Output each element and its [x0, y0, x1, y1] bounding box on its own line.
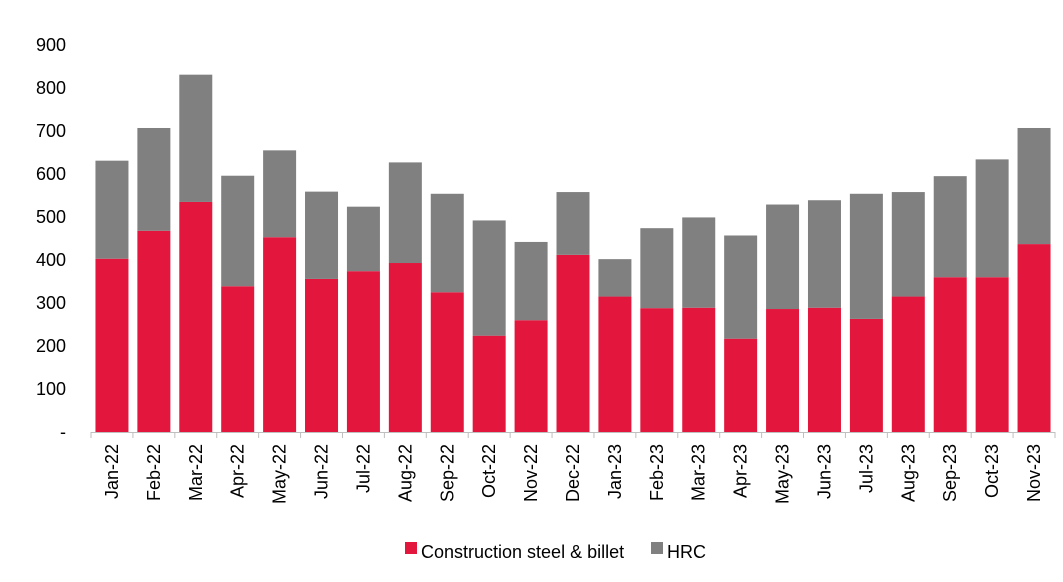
x-tick-label: Mar-23 — [689, 444, 709, 501]
legend-label-hrc: HRC — [667, 542, 706, 562]
x-tick-label: Feb-22 — [144, 444, 164, 501]
x-tick-label: Dec-22 — [563, 444, 583, 502]
legend-swatch-construction-steel — [405, 542, 417, 554]
bar-hrc — [849, 193, 883, 319]
bar-construction-steel — [975, 277, 1009, 432]
x-tick-label: Sep-22 — [437, 444, 457, 502]
x-tick-label: Feb-23 — [647, 444, 667, 501]
bar-construction-steel — [305, 278, 339, 432]
bar-construction-steel — [1017, 244, 1051, 432]
y-tick-label: 900 — [36, 35, 66, 55]
y-tick-label: 700 — [36, 121, 66, 141]
bar-hrc — [598, 259, 632, 297]
x-tick-label: Oct-23 — [982, 444, 1002, 498]
x-tick-label: Jul-22 — [353, 444, 373, 493]
bar-hrc — [221, 175, 255, 287]
bar-hrc — [556, 192, 590, 255]
y-axis-tick-labels: - 100 200 300 400 500 600 700 800 900 — [36, 35, 66, 442]
x-tick-label: Aug-22 — [395, 444, 415, 502]
bar-construction-steel — [95, 258, 129, 432]
bar-hrc — [388, 162, 422, 264]
bar-construction-steel — [514, 320, 548, 432]
bar-construction-steel — [346, 271, 380, 432]
bar-construction-steel — [472, 335, 506, 432]
x-tick-label: Mar-22 — [186, 444, 206, 501]
x-tick-label: Apr-23 — [731, 444, 751, 498]
bar-construction-steel — [263, 237, 297, 432]
x-tick-label: Aug-23 — [898, 444, 918, 502]
bar-construction-steel — [682, 307, 716, 432]
bar-hrc — [430, 193, 464, 293]
bar-hrc — [891, 192, 925, 297]
bar-construction-steel — [598, 296, 632, 432]
bar-hrc — [682, 217, 716, 308]
y-tick-label: 600 — [36, 164, 66, 184]
legend: Construction steel & billet HRC — [405, 542, 706, 562]
x-tick-label: May-22 — [270, 444, 290, 504]
x-tick-label: Jun-23 — [814, 444, 834, 499]
bars-group — [95, 74, 1051, 432]
y-tick-label: 500 — [36, 207, 66, 227]
x-tick-label: Jul-23 — [856, 444, 876, 493]
bar-construction-steel — [221, 286, 255, 432]
y-tick-label: 100 — [36, 379, 66, 399]
bar-construction-steel — [724, 338, 758, 432]
y-tick-label: - — [60, 422, 66, 442]
bar-construction-steel — [179, 201, 213, 432]
x-tick-label: Jun-22 — [312, 444, 332, 499]
y-tick-label: 300 — [36, 293, 66, 313]
bar-hrc — [137, 127, 171, 231]
bar-hrc — [263, 150, 297, 238]
x-axis-tick-labels: Jan-22 Feb-22 Mar-22 Apr-22 May-22 Jun-22 Jul-… — [102, 444, 1044, 504]
x-tick-label: Apr-22 — [228, 444, 248, 498]
bar-hrc — [766, 204, 800, 310]
x-tick-label: Nov-22 — [521, 444, 541, 502]
bar-hrc — [975, 159, 1009, 278]
bar-construction-steel — [137, 230, 171, 432]
x-tick-label: Nov-23 — [1024, 444, 1044, 502]
y-tick-label: 200 — [36, 336, 66, 356]
bar-hrc — [305, 191, 339, 279]
bar-hrc — [179, 74, 213, 202]
bar-construction-steel — [849, 318, 883, 432]
x-tick-label: Jan-22 — [102, 444, 122, 499]
bar-hrc — [514, 241, 548, 321]
y-tick-label: 400 — [36, 250, 66, 270]
bar-hrc — [933, 176, 967, 278]
x-tick-label: Jan-23 — [605, 444, 625, 499]
x-tick-label: Sep-23 — [940, 444, 960, 502]
bar-construction-steel — [891, 296, 925, 432]
bar-hrc — [346, 206, 380, 272]
bar-construction-steel — [933, 277, 967, 432]
x-tick-label: Oct-22 — [479, 444, 499, 498]
bar-construction-steel — [807, 307, 841, 432]
bar-construction-steel — [388, 263, 422, 432]
bar-hrc — [640, 228, 674, 309]
bar-hrc — [472, 220, 506, 336]
bar-construction-steel — [556, 254, 590, 432]
bar-construction-steel — [640, 308, 674, 432]
legend-swatch-hrc — [651, 542, 663, 554]
y-tick-label: 800 — [36, 78, 66, 98]
x-axis — [90, 432, 1056, 438]
bar-construction-steel — [430, 292, 464, 432]
bar-construction-steel — [766, 309, 800, 432]
bar-hrc — [1017, 127, 1051, 245]
x-tick-label: May-23 — [773, 444, 793, 504]
legend-label-construction-steel: Construction steel & billet — [421, 542, 624, 562]
bar-hrc — [807, 200, 841, 308]
bar-hrc — [95, 160, 129, 259]
bar-hrc — [724, 235, 758, 339]
